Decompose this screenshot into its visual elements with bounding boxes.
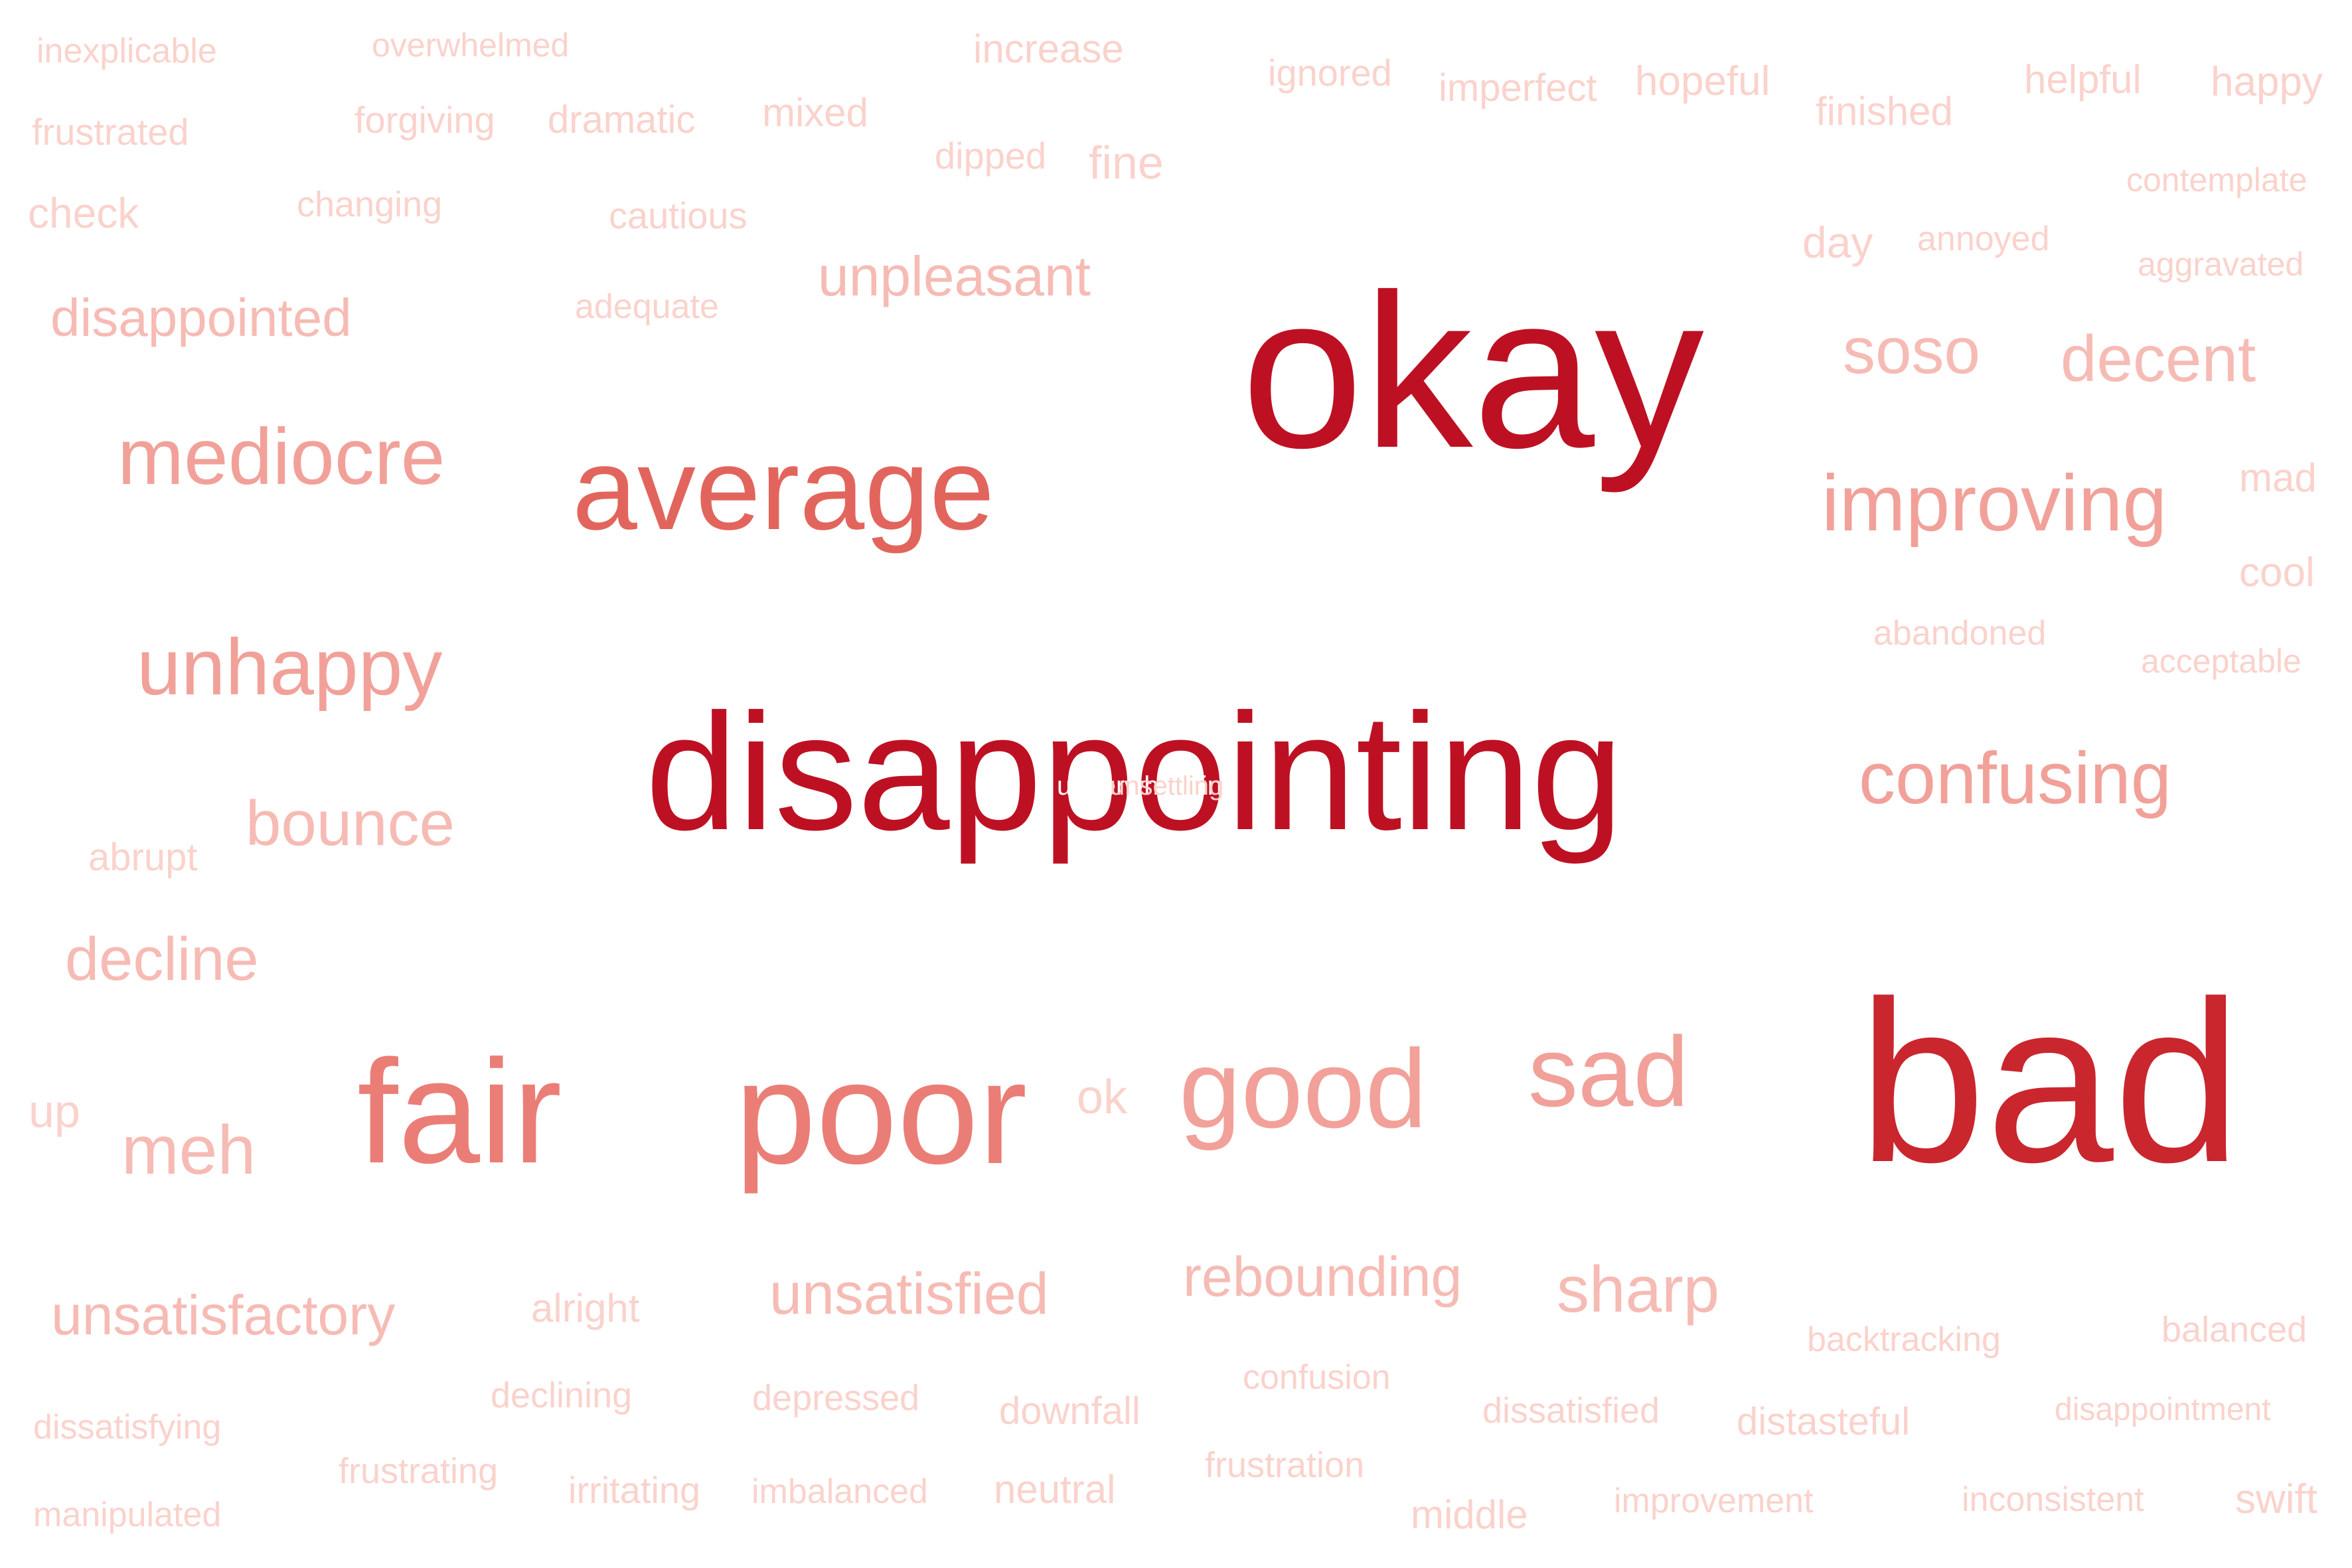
word-backtracking: backtracking: [1807, 1320, 2001, 1359]
word-soso: soso: [1843, 314, 1981, 387]
word-dramatic: dramatic: [548, 98, 696, 141]
word-changing: changing: [297, 185, 443, 224]
word-bounce: bounce: [246, 788, 455, 859]
word-disappointing: disappointing: [645, 679, 1624, 864]
word-fine: fine: [1089, 137, 1164, 189]
word-depressed: depressed: [752, 1378, 920, 1418]
word-abrupt: abrupt: [88, 836, 198, 879]
word-rebounding: rebounding: [1183, 1245, 1462, 1308]
word-mediocre: mediocre: [118, 412, 445, 501]
word-helpful: helpful: [2024, 57, 2142, 102]
word-confusing: confusing: [1859, 738, 2171, 819]
word-mad: mad: [2239, 455, 2317, 500]
word-irritating: irritating: [568, 1469, 701, 1511]
word-abandoned: abandoned: [1873, 614, 2047, 653]
word-average: average: [572, 424, 995, 554]
word-meh: meh: [121, 1112, 256, 1189]
word-overwhelmed: overwhelmed: [372, 27, 570, 64]
word-unhappy: unhappy: [137, 623, 443, 712]
word-ignored: ignored: [1268, 52, 1392, 94]
word-decent: decent: [2061, 322, 2256, 395]
word-imperfect: imperfect: [1439, 66, 1597, 110]
word-frustrated: frustrated: [32, 111, 189, 153]
word-confusion: confusion: [1243, 1358, 1391, 1397]
word-good: good: [1179, 1026, 1427, 1151]
word-inexplicable: inexplicable: [37, 32, 217, 70]
word-improvement: improvement: [1614, 1482, 1814, 1520]
word-contemplate: contemplate: [2126, 161, 2308, 198]
word-underwhelming: underwhelming: [1057, 771, 1237, 801]
word-disappointed: disappointed: [50, 288, 352, 347]
word-bad: bad: [1858, 954, 2242, 1210]
word-poor: poor: [735, 1031, 1028, 1194]
word-check: check: [28, 189, 139, 237]
word-dissatisfied: dissatisfied: [1482, 1391, 1660, 1431]
word-dipped: dipped: [935, 135, 1047, 177]
word-mixed: mixed: [762, 90, 869, 135]
word-decline: decline: [65, 925, 259, 993]
word-forgiving: forgiving: [354, 99, 495, 141]
word-up: up: [29, 1085, 80, 1137]
word-swift: swift: [2235, 1476, 2317, 1522]
word-hopeful: hopeful: [1635, 58, 1770, 104]
word-day: day: [1802, 218, 1873, 267]
word-unsatisfactory: unsatisfactory: [51, 1284, 396, 1346]
word-finished: finished: [1816, 89, 1953, 133]
word-declining: declining: [491, 1375, 633, 1415]
word-dissatisfying: dissatisfying: [33, 1408, 222, 1447]
word-disappointment: disappointment: [2055, 1392, 2271, 1427]
word-middle: middle: [1411, 1492, 1528, 1537]
word-imbalanced: imbalanced: [751, 1472, 928, 1511]
word-ok: ok: [1077, 1071, 1128, 1124]
word-manipulated: manipulated: [33, 1496, 222, 1534]
word-cautious: cautious: [609, 195, 747, 236]
word-alright: alright: [531, 1286, 640, 1330]
word-increase: increase: [973, 27, 1124, 71]
word-downfall: downfall: [999, 1389, 1140, 1433]
word-fair: fair: [357, 1030, 562, 1194]
word-inconsistent: inconsistent: [1962, 1480, 2144, 1519]
word-adequate: adequate: [575, 287, 719, 326]
word-annoyed: annoyed: [1917, 220, 2050, 258]
word-sad: sad: [1528, 1016, 1689, 1127]
word-balanced: balanced: [2161, 1310, 2308, 1350]
word-frustration: frustration: [1205, 1445, 1365, 1485]
word-sharp: sharp: [1557, 1253, 1720, 1326]
word-unpleasant: unpleasant: [818, 245, 1091, 307]
word-improving: improving: [1822, 459, 2167, 548]
word-aggravated: aggravated: [2138, 246, 2304, 283]
word-frustrating: frustrating: [339, 1451, 499, 1491]
word-neutral: neutral: [994, 1467, 1116, 1512]
word-okay: okay: [1241, 248, 1705, 493]
word-distasteful: distasteful: [1737, 1400, 1911, 1443]
word-unsettling: unsettling: [1110, 771, 1224, 801]
word-acceptable: acceptable: [2141, 643, 2302, 680]
word-happy: happy: [2211, 59, 2323, 105]
word-unsatisfied: unsatisfied: [769, 1261, 1049, 1326]
word-cool: cool: [2239, 550, 2315, 595]
